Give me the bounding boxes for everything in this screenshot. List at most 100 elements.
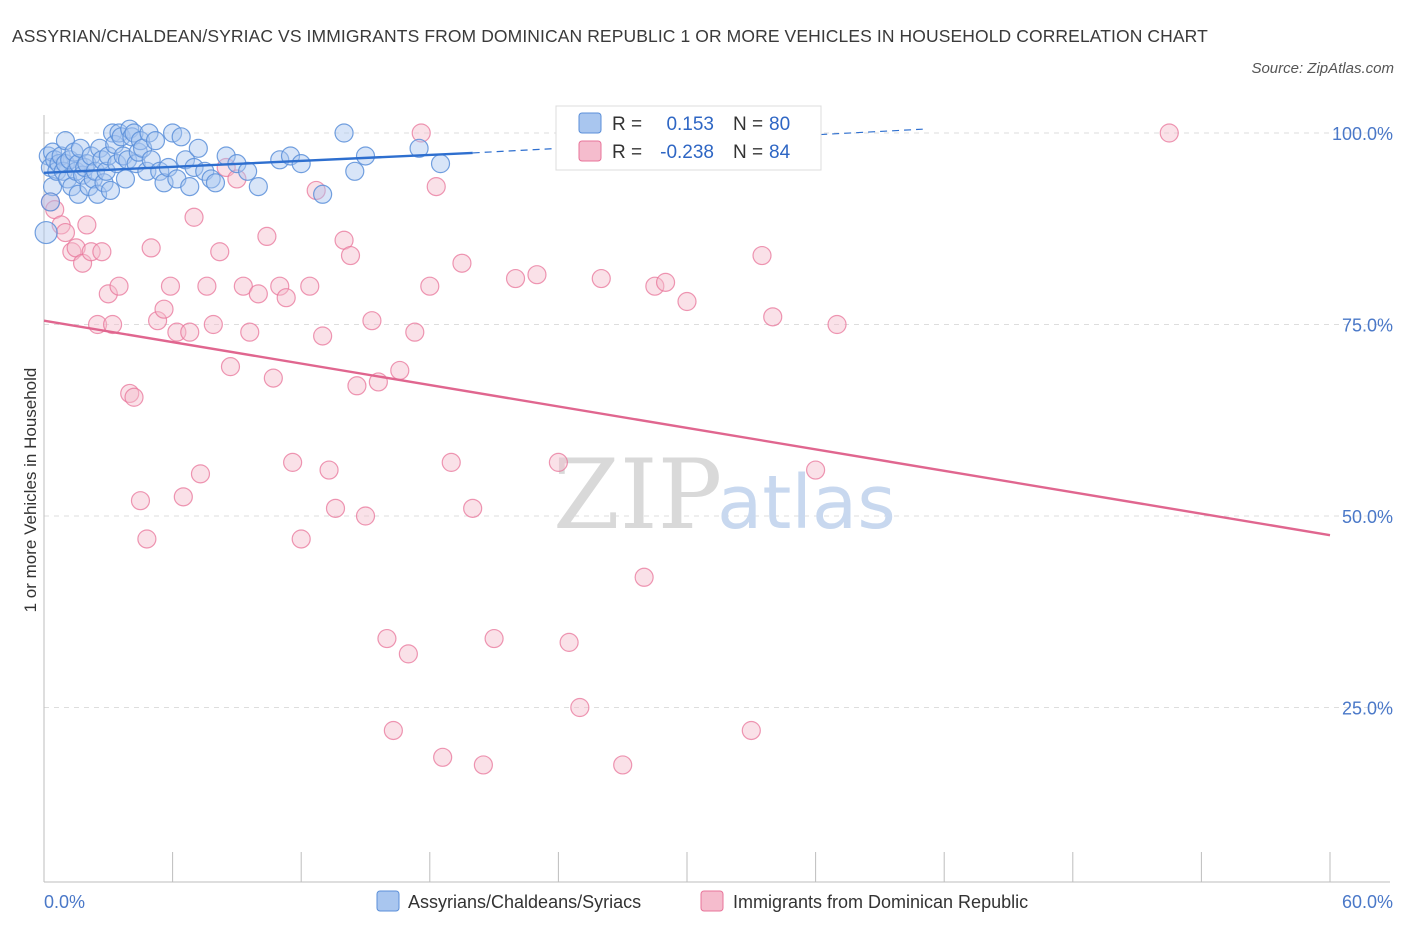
scatter-point-pink — [55, 222, 76, 243]
scatter-point-blue — [94, 173, 114, 193]
scatter-point-pink — [645, 276, 665, 296]
scatter-point-blue — [124, 123, 144, 143]
scatter-point-blue — [334, 123, 354, 143]
scatter-point-pink — [98, 284, 118, 304]
scatter-point-blue — [355, 146, 376, 166]
scatter-point-pink — [109, 276, 129, 296]
scatter-point-pink — [102, 314, 123, 335]
scatter-point-pink — [452, 253, 472, 273]
scatter-point-pink — [154, 299, 174, 319]
scatter-point-blue — [345, 161, 365, 181]
scatter-point-pink — [741, 720, 761, 741]
scatter-point-blue — [87, 184, 108, 204]
stats-blue-n-label: N = — [733, 114, 763, 135]
scatter-point-pink — [77, 215, 97, 235]
scatter-point-pink — [426, 177, 446, 197]
stats-swatch-blue — [578, 112, 602, 134]
scatter-point-pink — [484, 628, 504, 649]
legend-label-pink: Immigrants from Dominican Republic — [733, 892, 1028, 912]
scatter-point-blue — [248, 177, 268, 197]
scatter-point-pink — [355, 506, 376, 526]
scatter-point-pink — [405, 322, 425, 342]
axes — [43, 115, 1390, 883]
legend: Assyrians/Chaldeans/Syriacs Immigrants f… — [376, 890, 1028, 912]
scatter-point-pink — [805, 460, 826, 480]
scatter-point-pink — [147, 311, 168, 331]
stats-pink-r-value: -0.238 — [660, 142, 714, 163]
scatter-point-pink — [180, 322, 200, 342]
scatter-point-blue — [40, 192, 61, 212]
scatter-point-pink — [634, 567, 654, 587]
scatter-point-pink — [92, 242, 112, 262]
scatter-point-pink — [677, 291, 697, 312]
stats-pink-n-label: N = — [733, 142, 763, 163]
scatter-point-blue — [42, 177, 63, 197]
stats-pink-r-label: R = — [612, 142, 642, 163]
scatter-point-pink — [420, 276, 440, 296]
scatter-point-blue — [34, 220, 58, 245]
scatter-point-pink — [203, 314, 223, 335]
scatter-point-pink — [763, 307, 783, 327]
scatter-point-blue — [270, 150, 290, 170]
scatter-point-pink — [276, 288, 296, 308]
scatter-point-blue — [430, 154, 451, 174]
scatter-point-blue — [139, 123, 159, 143]
y-axis-label: 1 or more Vehicles in Household — [21, 368, 40, 613]
scatter-point-pink — [248, 284, 268, 304]
trend-lines — [43, 128, 1331, 537]
scatter-point-pink — [463, 498, 483, 518]
scatter-point-pink — [473, 755, 493, 775]
scatter-point-pink — [263, 368, 283, 388]
stats-blue-r-value: 0.153 — [666, 114, 714, 135]
scatter-point-pink — [398, 644, 418, 664]
stats-blue-r-label: R = — [612, 114, 642, 135]
scatter-point-pink — [433, 747, 453, 767]
y-tick-label: 75.0% — [1342, 316, 1393, 336]
scatter-point-pink — [441, 452, 461, 472]
legend-swatch-pink — [700, 890, 724, 912]
stats-box: R = 0.153 N = 80 R = -0.238 N = 84 — [555, 105, 822, 171]
scatter-point-pink — [141, 238, 161, 258]
grid-lines — [44, 132, 1390, 708]
scatter-point-pink — [227, 169, 247, 189]
scatter-point-pink — [411, 123, 431, 143]
x-tick-label: 0.0% — [44, 892, 85, 912]
scatter-point-blue — [291, 154, 311, 174]
y-tick-label: 50.0% — [1342, 507, 1393, 527]
stats-blue-n-value: 80 — [769, 114, 790, 135]
scatter-point-pink — [283, 452, 303, 472]
watermark-zip: ZIP — [553, 439, 722, 551]
scatter-point-pink — [233, 276, 253, 296]
scatter-point-pink — [505, 268, 526, 289]
scatter-point-pink — [173, 487, 193, 507]
scatter-point-pink — [325, 498, 346, 518]
scatter-point-pink — [160, 276, 181, 296]
scatter-point-pink — [591, 268, 611, 289]
trend-line-pink — [43, 319, 1331, 537]
chart-title: ASSYRIAN/CHALDEAN/SYRIAC VS IMMIGRANTS F… — [12, 26, 1208, 46]
y-tick-label: 25.0% — [1342, 699, 1393, 719]
scatter-point-pink — [291, 529, 311, 549]
trend-line-blue-extension — [472, 128, 923, 154]
scatter-point-blue — [171, 127, 191, 147]
trend-line-blue — [43, 151, 473, 175]
scatter-point-blue — [238, 161, 258, 181]
scatter-point-pink — [130, 491, 151, 511]
scatter-point-pink — [124, 387, 144, 407]
x-tick-labels: 0.0% 60.0% — [44, 892, 1393, 912]
scatter-point-blue — [409, 138, 429, 158]
scatter-point-pink — [300, 276, 320, 296]
scatter-point-pink — [655, 272, 676, 292]
scatter-point-pink — [347, 376, 367, 396]
stats-swatch-pink — [578, 140, 602, 162]
scatter-point-pink — [548, 452, 569, 472]
scatter-point-pink — [313, 326, 333, 346]
scatter-point-pink — [137, 529, 157, 549]
scatter-point-blue — [100, 180, 121, 201]
scatter-point-pink — [827, 314, 847, 335]
scatter-point-pink — [190, 464, 211, 484]
source-label: Source: ZipAtlas.com — [1251, 60, 1394, 77]
series-pink-points — [40, 123, 1179, 775]
scatter-point-blue — [115, 169, 136, 189]
